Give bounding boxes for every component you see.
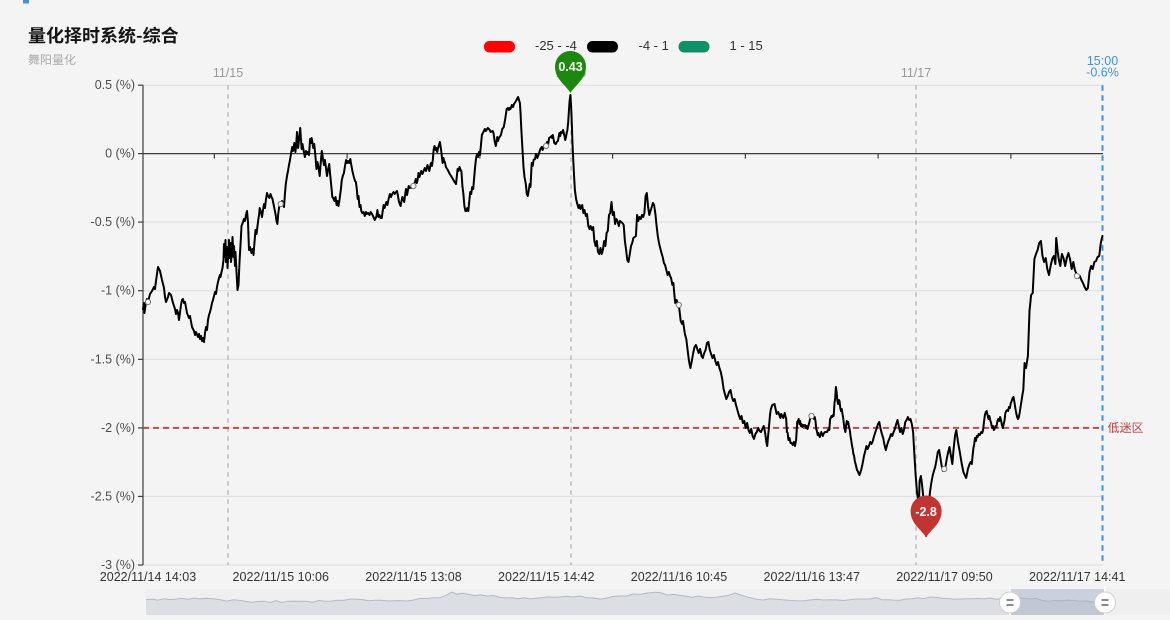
- svg-text:2022/11/16 13:47: 2022/11/16 13:47: [764, 570, 860, 584]
- svg-text:2022/11/15 13:08: 2022/11/15 13:08: [365, 570, 461, 584]
- svg-text:0.43: 0.43: [558, 60, 582, 74]
- svg-text:-0.6%: -0.6%: [1086, 66, 1119, 80]
- svg-text:2022/11/14 14:03: 2022/11/14 14:03: [100, 570, 196, 584]
- svg-text:2022/11/17 09:50: 2022/11/17 09:50: [896, 570, 992, 584]
- svg-text:-0.5 (%): -0.5 (%): [91, 215, 135, 229]
- svg-text:1 - 15: 1 - 15: [730, 38, 763, 53]
- svg-text:2022/11/17 14:41: 2022/11/17 14:41: [1029, 570, 1125, 584]
- svg-text:-2.8: -2.8: [915, 505, 937, 519]
- svg-text:-1.5 (%): -1.5 (%): [91, 352, 135, 366]
- svg-text:-4 - 1: -4 - 1: [639, 38, 669, 53]
- svg-text:2022/11/15 10:06: 2022/11/15 10:06: [233, 570, 329, 584]
- svg-text:0 (%): 0 (%): [105, 147, 135, 161]
- svg-text:-1 (%): -1 (%): [101, 284, 135, 298]
- svg-text:11/17: 11/17: [901, 66, 931, 80]
- svg-text:-3 (%): -3 (%): [101, 558, 135, 572]
- svg-text:15:00: 15:00: [1087, 54, 1118, 68]
- svg-text:0.5 (%): 0.5 (%): [95, 78, 135, 92]
- svg-text:11/15: 11/15: [213, 66, 243, 80]
- svg-text:-25 - -4: -25 - -4: [535, 38, 577, 53]
- svg-text:-2 (%): -2 (%): [101, 421, 135, 435]
- svg-text:2022/11/15 14:42: 2022/11/15 14:42: [498, 570, 594, 584]
- svg-text:-2.5 (%): -2.5 (%): [91, 489, 135, 503]
- svg-text:2022/11/16 10:45: 2022/11/16 10:45: [631, 570, 727, 584]
